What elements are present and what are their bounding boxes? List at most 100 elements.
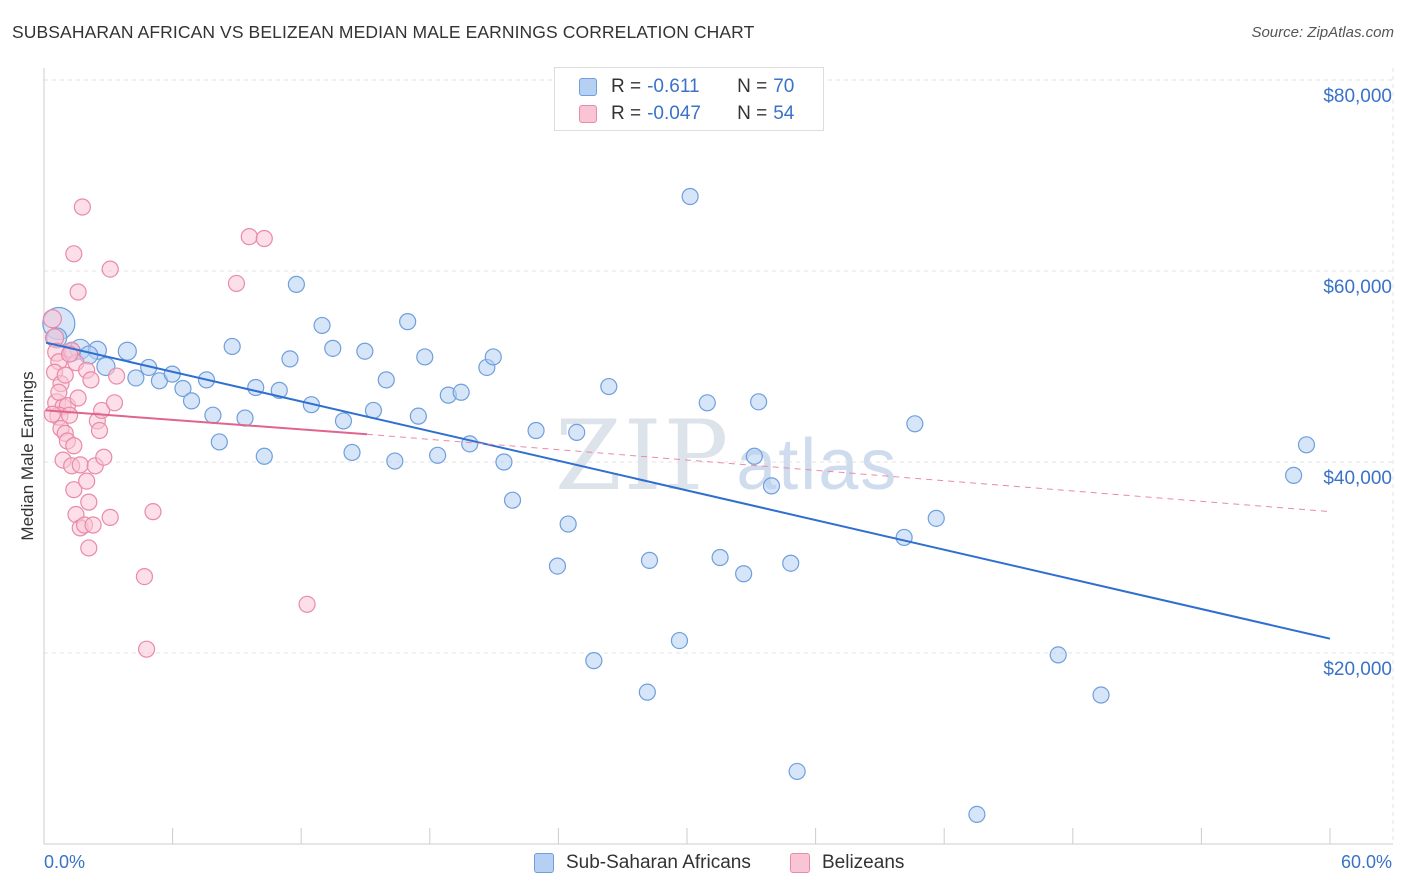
y-tick-label-40000: $40,000: [1323, 468, 1392, 489]
data-point-belizean: [137, 640, 156, 658]
data-point-subsaharan: [927, 509, 945, 527]
data-point-belizean: [135, 567, 154, 586]
data-point-subsaharan: [117, 341, 137, 361]
data-point-subsaharan: [386, 452, 404, 470]
data-point-subsaharan: [210, 433, 228, 451]
data-point-subsaharan: [223, 337, 241, 356]
data-point-subsaharan: [638, 683, 656, 701]
trend-line-subsaharan: [45, 341, 1331, 640]
data-point-subsaharan: [640, 551, 659, 569]
data-point-subsaharan: [287, 275, 305, 293]
correlation-legend: R = -0.611 N = 70 R = -0.047 N = 54: [554, 67, 824, 131]
data-point-subsaharan: [324, 339, 342, 357]
data-point-belizean: [65, 437, 83, 455]
legend-n-value: 70: [773, 76, 795, 97]
legend-item-belizean[interactable]: Belizeans: [790, 852, 904, 874]
data-point-subsaharan: [762, 477, 781, 495]
data-point-belizean: [69, 389, 87, 407]
legend-n-value: 54: [773, 103, 795, 124]
data-point-subsaharan: [343, 443, 361, 462]
data-point-subsaharan: [600, 377, 618, 396]
data-point-belizean: [84, 516, 102, 534]
data-point-subsaharan: [334, 412, 353, 430]
data-point-subsaharan: [356, 342, 374, 360]
source-note: Source: ZipAtlas.com: [1251, 24, 1394, 41]
legend-swatch-subsaharan: [534, 853, 554, 873]
data-point-belizean: [50, 383, 68, 401]
data-point-subsaharan: [399, 313, 417, 331]
data-point-subsaharan: [484, 348, 502, 366]
data-point-subsaharan: [788, 762, 806, 781]
data-point-subsaharan: [527, 421, 545, 440]
data-point-belizean: [43, 405, 62, 423]
data-point-belizean: [65, 245, 83, 263]
trend-line-belizean-extrapolated: [366, 433, 1331, 513]
data-point-subsaharan: [735, 565, 753, 583]
legend-r-value: -0.611: [647, 76, 700, 97]
data-point-belizean: [144, 503, 162, 521]
data-point-subsaharan: [416, 348, 434, 366]
data-point-subsaharan: [1049, 646, 1067, 664]
series-legend: Sub-Saharan Africans Belizeans: [0, 852, 1406, 878]
legend-swatch-belizean: [790, 853, 810, 873]
data-point-belizean: [78, 472, 96, 490]
y-tick-label-60000: $60,000: [1323, 277, 1392, 298]
legend-item-subsaharan[interactable]: Sub-Saharan Africans: [534, 852, 751, 874]
legend-r-value: -0.047: [647, 103, 701, 124]
data-point-subsaharan: [745, 447, 763, 465]
data-point-subsaharan: [782, 554, 800, 572]
data-point-subsaharan: [968, 805, 986, 823]
data-point-belizean: [60, 345, 79, 363]
data-point-belizean: [65, 481, 83, 499]
data-point-subsaharan: [236, 409, 254, 427]
legend-r-label: R =: [611, 103, 642, 124]
legend-label-subsaharan: Sub-Saharan Africans: [566, 852, 751, 873]
legend-n-label: N =: [737, 76, 768, 97]
data-point-subsaharan: [255, 447, 273, 465]
y-tick-label-80000: $80,000: [1323, 86, 1392, 107]
data-point-belizean: [105, 394, 124, 412]
data-point-subsaharan: [452, 383, 470, 401]
data-point-belizean: [42, 309, 63, 329]
data-point-belizean: [69, 283, 87, 301]
data-point-belizean: [240, 228, 258, 246]
data-point-belizean: [82, 371, 100, 389]
data-point-belizean: [298, 595, 316, 613]
data-point-belizean: [80, 493, 98, 511]
data-point-belizean: [95, 448, 113, 466]
data-point-subsaharan: [698, 394, 716, 412]
legend-row-subsaharan: R = -0.611 N = 70: [579, 74, 812, 100]
data-point-subsaharan: [750, 393, 768, 411]
data-point-subsaharan: [1285, 466, 1303, 484]
data-point-belizean: [56, 366, 74, 384]
data-point-belizean: [90, 421, 109, 440]
data-point-subsaharan: [204, 406, 222, 424]
y-axis-title: Median Male Earnings: [18, 371, 37, 541]
data-point-subsaharan: [1297, 436, 1316, 454]
legend-label-belizean: Belizeans: [822, 852, 905, 873]
data-point-belizean: [255, 229, 273, 248]
data-point-belizean: [73, 198, 91, 216]
data-point-subsaharan: [127, 369, 145, 387]
data-point-subsaharan: [585, 652, 603, 670]
data-point-subsaharan: [568, 423, 586, 441]
data-point-subsaharan: [670, 631, 689, 650]
data-point-subsaharan: [906, 415, 924, 433]
data-point-belizean: [101, 508, 119, 526]
x-tick-label-max: 60.0%: [1340, 852, 1392, 872]
data-point-subsaharan: [409, 407, 427, 425]
data-point-belizean: [227, 274, 246, 293]
data-point-subsaharan: [681, 187, 699, 206]
watermark-atlas: atlas: [736, 425, 899, 505]
data-point-subsaharan: [313, 316, 331, 335]
data-point-subsaharan: [503, 491, 522, 509]
data-point-subsaharan: [495, 453, 513, 471]
data-point-belizean: [80, 539, 98, 557]
data-point-subsaharan: [182, 392, 201, 410]
legend-r-label: R =: [611, 76, 642, 97]
trend-line-belizean: [45, 409, 368, 436]
legend-n-label: N =: [737, 103, 768, 124]
x-tick-label-min: 0.0%: [44, 852, 86, 872]
data-point-subsaharan: [895, 528, 913, 547]
